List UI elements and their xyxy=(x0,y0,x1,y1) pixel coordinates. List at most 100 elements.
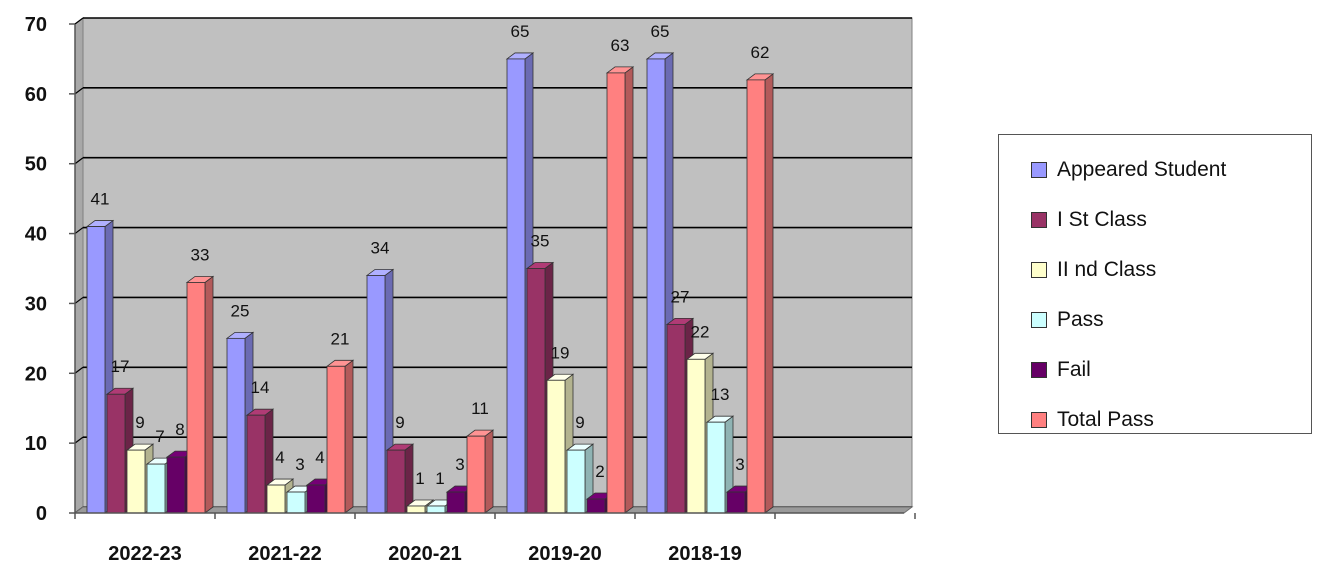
bar-front xyxy=(286,491,306,514)
data-label: 4 xyxy=(315,448,324,467)
bar-front xyxy=(146,463,166,514)
legend: Appeared Student I St Class II nd Class … xyxy=(998,134,1312,434)
bar-front xyxy=(546,379,566,514)
legend-label: Pass xyxy=(1057,308,1104,331)
x-tick-label: 2021-22 xyxy=(248,543,321,565)
bar xyxy=(385,443,415,514)
plot-back-wall xyxy=(74,17,913,514)
bar-front xyxy=(386,449,406,514)
bar xyxy=(185,275,215,514)
gridline-depth xyxy=(74,227,84,235)
legend-swatch xyxy=(1031,412,1047,428)
data-label: 9 xyxy=(395,413,404,432)
bar-front xyxy=(446,491,466,514)
bar-front xyxy=(326,365,346,514)
bar-front xyxy=(586,498,606,514)
bar-side xyxy=(204,275,214,514)
legend-item-pass: Pass xyxy=(999,295,1311,345)
y-tick-label: 40 xyxy=(25,224,47,246)
axes: 0 10 20 30 40 50 60 70 2022-23 2021-22 2020-21 2019… xyxy=(25,14,916,565)
bar-front xyxy=(746,79,766,514)
legend-swatch xyxy=(1031,162,1047,178)
bar xyxy=(685,352,715,514)
y-tick-label: 0 xyxy=(36,503,47,525)
bar-front xyxy=(686,358,706,514)
bar-front xyxy=(106,393,126,514)
gridline-depth xyxy=(74,17,84,25)
data-label: 4 xyxy=(275,448,284,467)
bar xyxy=(605,66,635,514)
data-label: 19 xyxy=(551,343,570,362)
data-label: 11 xyxy=(471,399,489,418)
legend-label: I St Class xyxy=(1057,208,1147,231)
data-label: 62 xyxy=(751,43,770,62)
bar-front xyxy=(246,414,266,514)
y-tick-label: 50 xyxy=(25,154,47,176)
bar-front xyxy=(86,226,106,514)
bar-front xyxy=(526,268,546,514)
x-tick-label: 2019-20 xyxy=(528,543,601,565)
data-label: 33 xyxy=(191,245,210,264)
data-label: 65 xyxy=(651,22,670,41)
bar-front xyxy=(566,449,586,514)
bar xyxy=(705,415,735,514)
bar-front xyxy=(226,337,246,514)
x-tick-label: 2022-23 xyxy=(108,543,181,565)
bar-front xyxy=(426,505,446,514)
data-label: 3 xyxy=(735,455,744,474)
data-label: 35 xyxy=(531,232,550,251)
bar-side xyxy=(764,73,774,514)
legend-swatch xyxy=(1031,362,1047,378)
bar-front xyxy=(506,58,526,514)
legend-label: II nd Class xyxy=(1057,258,1157,281)
legend-item-appeared-student: Appeared Student xyxy=(999,145,1311,195)
data-label: 3 xyxy=(455,455,464,474)
bar-front xyxy=(666,323,686,514)
y-tick-label: 30 xyxy=(25,293,47,315)
bar-front xyxy=(406,505,426,514)
gridlines xyxy=(74,17,912,514)
legend-label: Fail xyxy=(1057,358,1091,381)
legend-swatch xyxy=(1031,262,1047,278)
legend-item-total-pass: Total Pass xyxy=(999,395,1311,445)
legend-item-ii-nd-class: II nd Class xyxy=(999,245,1311,295)
data-label: 27 xyxy=(671,287,690,306)
gridline-depth xyxy=(74,366,84,374)
legend-swatch xyxy=(1031,212,1047,228)
bar xyxy=(325,359,355,514)
bar-front xyxy=(706,421,726,514)
bar-front xyxy=(186,282,206,514)
y-tick-label: 20 xyxy=(25,363,47,385)
x-tick-label: 2020-21 xyxy=(388,543,461,565)
legend-label: Appeared Student xyxy=(1057,158,1227,181)
gridline-depth xyxy=(74,436,84,444)
gridline-depth xyxy=(74,157,84,165)
bar-side xyxy=(484,429,494,514)
legend-label: Total Pass xyxy=(1057,408,1154,431)
bar-side xyxy=(624,66,634,514)
bar-front xyxy=(726,491,746,514)
bar-front xyxy=(126,449,146,514)
data-label: 22 xyxy=(691,322,710,341)
data-label: 21 xyxy=(331,329,350,348)
data-label: 17 xyxy=(111,357,130,376)
data-label: 34 xyxy=(371,238,390,257)
data-label: 63 xyxy=(611,36,630,55)
gridline-depth xyxy=(74,296,84,304)
legend-swatch xyxy=(1031,312,1047,328)
bar-front xyxy=(366,275,386,514)
bar-front xyxy=(306,484,326,514)
bar xyxy=(245,408,275,514)
data-label: 9 xyxy=(135,413,144,432)
y-tick-label: 60 xyxy=(25,84,47,106)
bar-front xyxy=(166,456,186,514)
legend-item-i-st-class: I St Class xyxy=(999,195,1311,245)
legend-item-fail: Fail xyxy=(999,345,1311,395)
bar xyxy=(745,73,775,514)
gridline-depth xyxy=(74,87,84,95)
data-label: 25 xyxy=(231,301,250,320)
bar xyxy=(105,387,135,514)
data-label: 14 xyxy=(251,378,270,397)
x-tick-label: 2018-19 xyxy=(668,543,741,565)
